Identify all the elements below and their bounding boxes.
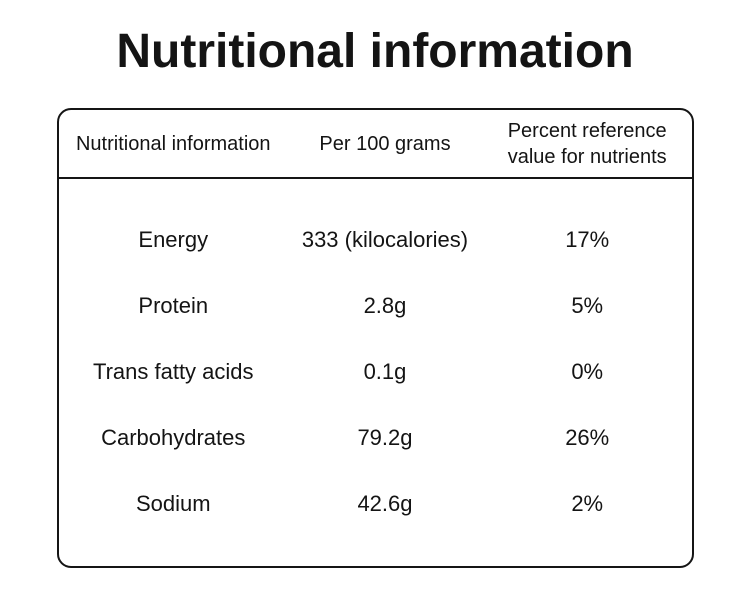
nutrient-name-cell: Trans fatty acids [92, 359, 254, 384]
table-row-energy: Energy 333 (kilocalories) 17% [59, 207, 692, 273]
column-header-percent-reference-label: Percent reference value for nutrients [507, 119, 667, 168]
percent-reference-value-cell: 17% [565, 227, 610, 252]
column-header-per-100-grams: Per 100 grams [319, 132, 451, 155]
nutrient-name-cell: Protein [138, 293, 209, 318]
nutrition-table: Nutritional information Per 100 grams Pe… [57, 108, 694, 568]
per-100g-value-cell: 79.2g [357, 425, 413, 450]
table-row-protein: Protein 2.8g 5% [59, 273, 692, 339]
per-100g-value-cell: 333 (kilocalories) [301, 227, 469, 252]
table-header-row: Nutritional information Per 100 grams Pe… [59, 110, 692, 179]
table-row-carbohydrates: Carbohydrates 79.2g 26% [59, 405, 692, 471]
percent-reference-value-cell: 2% [571, 491, 604, 516]
percent-reference-value-cell: 0% [571, 359, 604, 384]
per-100g-value-cell: 2.8g [363, 293, 407, 318]
per-100g-value-cell: 42.6g [357, 491, 413, 516]
percent-reference-value-cell: 5% [571, 293, 604, 318]
nutrient-name-cell: Carbohydrates [101, 425, 246, 450]
page-title: Nutritional information [116, 25, 634, 78]
nutrient-name-cell: Energy [138, 227, 209, 252]
column-header-percent-reference: Percent reference value for nutrients [482, 118, 692, 170]
table-row-sodium: Sodium 42.6g 2% [59, 471, 692, 537]
per-100g-value-cell: 0.1g [363, 359, 407, 384]
table-body: Energy 333 (kilocalories) 17% Protein 2.… [59, 179, 692, 566]
nutrient-name-cell: Sodium [135, 491, 211, 516]
column-header-nutritional-information: Nutritional information [75, 132, 271, 155]
percent-reference-value-cell: 26% [565, 425, 610, 450]
table-row-trans-fatty-acids: Trans fatty acids 0.1g 0% [59, 339, 692, 405]
